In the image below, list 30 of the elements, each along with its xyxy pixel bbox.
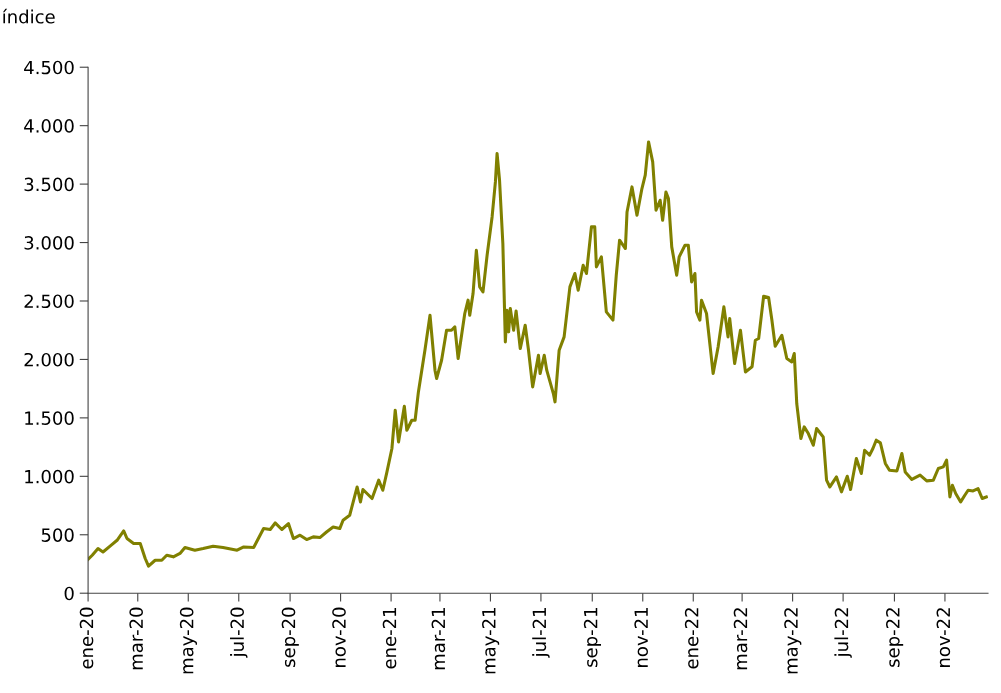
- x-tick-label: may-21: [482, 608, 500, 674]
- y-tick-label: 2.500: [24, 294, 74, 309]
- x-tick-label: may-22: [784, 608, 802, 674]
- x-tick-label: nov-21: [634, 608, 648, 667]
- y-tick-label: 0: [64, 586, 74, 601]
- x-tick-label: mar-22: [733, 608, 748, 670]
- x-tick-label: ene-20: [79, 607, 94, 669]
- y-tick-label: 3.000: [24, 236, 74, 250]
- y-axis-title: índice: [2, 8, 55, 24]
- x-tick-label: nov-22: [936, 608, 951, 667]
- y-tick-label: 4.500: [24, 60, 74, 75]
- x-tick-label: sep-22: [886, 608, 904, 667]
- y-tick-label: 500: [41, 528, 74, 542]
- y-tick-label: 3.500: [24, 177, 74, 192]
- line-series: [88, 140, 988, 568]
- y-tick-label: 2.000: [24, 352, 74, 367]
- x-tick-label: jul-20: [230, 607, 248, 658]
- y-tick-label: 1.500: [25, 411, 74, 425]
- x-tick-label: may-20: [179, 607, 197, 674]
- x-tick-label: mar-20: [129, 607, 143, 670]
- x-tick-label: sep-20: [281, 607, 299, 667]
- y-tick-label: 4.000: [24, 119, 74, 133]
- y-tick-label: 1.000: [25, 469, 74, 484]
- x-tick-label: jul-21: [532, 608, 550, 658]
- x-tick-label: mar-21: [431, 608, 446, 670]
- x-tick-label: ene-22: [684, 608, 699, 669]
- x-tick-label: ene-21: [382, 608, 397, 669]
- x-tick-label: jul-22: [834, 608, 852, 658]
- x-tick-label: sep-21: [583, 608, 601, 667]
- x-tick-label: nov-20: [332, 607, 346, 667]
